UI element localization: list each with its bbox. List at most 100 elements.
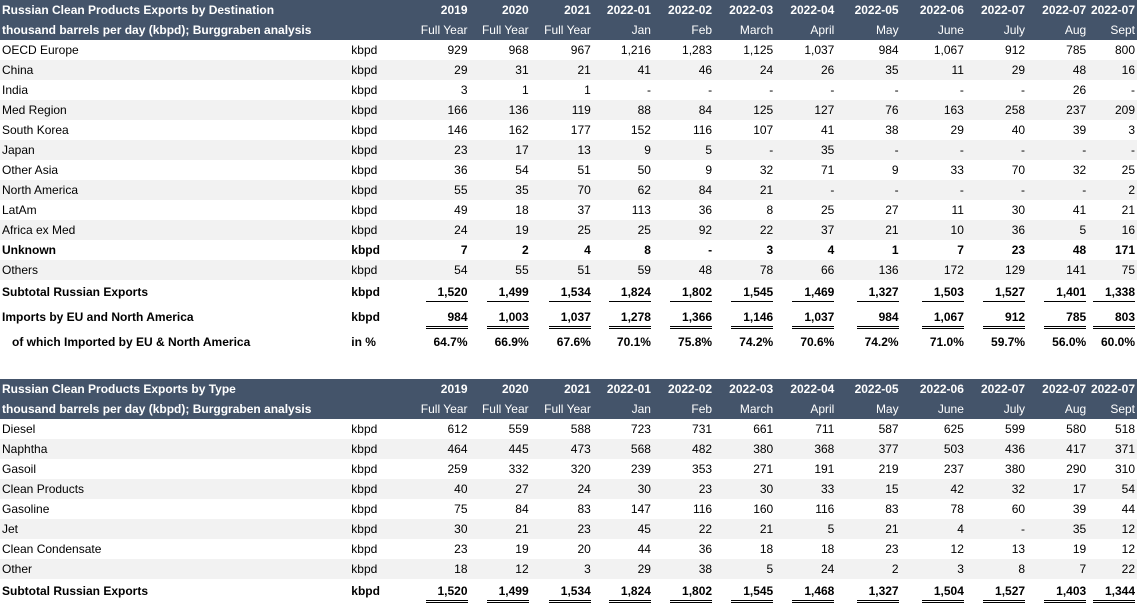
row-label: LatAm: [2, 203, 37, 217]
row-label: India: [2, 83, 29, 97]
row-value: 48: [1072, 243, 1087, 257]
imports-row-value: 1,067: [901, 305, 966, 330]
row-value: 19: [1072, 542, 1087, 556]
row-value: 119: [530, 100, 593, 120]
row-label: Clean Products: [0, 479, 350, 499]
row-value: -: [1131, 83, 1135, 97]
row-value: 9: [705, 163, 713, 177]
row-value: 4: [900, 519, 966, 539]
row-value: 88: [592, 100, 653, 120]
subtotal-row-value-text: 1,520: [425, 283, 468, 302]
header-blank: [349, 20, 408, 40]
imports-row-value-text: 912: [983, 308, 1026, 329]
row-value: 482: [652, 439, 715, 459]
row-value: -: [775, 180, 837, 200]
subtotal-row-value: 1,327: [836, 579, 900, 604]
subtotal-row-value: 1,499: [470, 280, 531, 305]
row-value: 25: [592, 220, 653, 240]
subtotal-row-value-text: 1,534: [548, 283, 591, 302]
subtotal-row-value: 1,802: [653, 579, 714, 604]
imports-row-value-text: 1,067: [921, 308, 964, 329]
row-value: 44: [637, 542, 651, 556]
percent-row-value: 60.0%: [1100, 335, 1135, 349]
percent-row-value: 74.2%: [739, 335, 774, 349]
row-value: 75: [454, 502, 468, 516]
row-value: -: [836, 140, 901, 160]
subtotal-row-unit: kbpd: [351, 285, 380, 299]
imports-row-value: 1,146: [714, 305, 775, 330]
column-header-period: 2022-02: [652, 0, 715, 20]
row-value: -: [769, 83, 774, 97]
percent-row-value: 66.9%: [494, 335, 529, 349]
row-label: Other: [0, 559, 350, 579]
column-header-period: 2020: [469, 379, 531, 399]
row-value: 136: [469, 100, 531, 120]
row-value: 36: [454, 163, 468, 177]
row-value: 166: [407, 100, 470, 120]
imports-row: Imports by EU and North America kbpd 984 1,…: [0, 305, 1137, 330]
subtotal-row-value-text: 1,403: [1044, 582, 1087, 603]
subtotal-row-value: 1,503: [901, 280, 966, 305]
table-row: Clean Condensate kbpd 23 19 20 44 36 18 18 23 12 13…: [0, 539, 1137, 559]
column-header-subperiod: Full Year: [530, 399, 593, 419]
column-header-period: 2022-06: [900, 379, 966, 399]
column-header-subperiod: Full Year: [469, 20, 531, 40]
imports-row-value: 984: [836, 305, 900, 330]
row-value: 237: [943, 462, 964, 476]
subtotal-row-value-text: 1,469: [792, 283, 835, 302]
row-value: 55: [469, 260, 531, 280]
row-value: 16: [1088, 60, 1137, 80]
row-value: 1: [521, 83, 529, 97]
row-value: 45: [592, 519, 653, 539]
row-value: 107: [753, 123, 774, 137]
row-value: 84: [515, 502, 529, 516]
row-value: 984: [878, 43, 899, 57]
row-value: 48: [652, 260, 715, 280]
subtotal-row-label: Subtotal Russian Exports: [2, 584, 149, 598]
imports-row-value-text: 1,146: [731, 308, 774, 329]
row-value: 968: [508, 43, 529, 57]
row-label: Japan: [0, 140, 350, 160]
subtotal-row-value: 1,824: [593, 579, 653, 604]
subtotal-row-value: 1,527: [966, 579, 1027, 604]
row-value: -: [1088, 140, 1137, 160]
column-header-period: 2022-06: [900, 0, 966, 20]
row-value: 116: [692, 123, 713, 137]
row-label: South Korea: [2, 123, 69, 137]
column-header-subperiod: July: [965, 399, 1028, 419]
imports-row-value: 1,037: [531, 305, 593, 330]
percent-row-value: 75.8%: [678, 335, 713, 349]
row-value: 70: [530, 180, 593, 200]
row-value: 377: [836, 439, 901, 459]
column-header-period: 2021: [530, 0, 593, 20]
subtotal-row-value-text: 1,545: [731, 582, 774, 603]
row-value: 1,067: [933, 43, 964, 57]
row-value: 32: [1072, 163, 1087, 177]
row-unit: kbpd: [351, 203, 378, 217]
imports-row-label: Imports by EU and North America: [2, 310, 194, 324]
percent-row-label: of which Imported by EU & North America: [12, 335, 251, 349]
row-value: 42: [900, 479, 966, 499]
row-value: 2: [1088, 180, 1137, 200]
table-row: Clean Products kbpd 40 27 24 30 23 30 33 15 42 32 17…: [0, 479, 1137, 499]
table-row: Diesel kbpd 612 559 588 723 731 661 711 587 625 599…: [0, 419, 1137, 439]
column-header-period: 2022-04: [775, 0, 837, 20]
table-row: LatAm kbpd 49 18 37 113 36 8 25 27 11 30 41 21: [0, 200, 1137, 220]
table-subtitle: thousand barrels per day (kbpd); Burggra…: [0, 399, 350, 419]
percent-row-value: 59.7%: [991, 335, 1026, 349]
row-value: 66: [775, 260, 837, 280]
row-value: 23: [885, 542, 899, 556]
subtotal-row-value-text: 1,824: [608, 582, 651, 603]
row-value: 7: [460, 243, 468, 257]
table-row: Other kbpd 18 12 3 29 38 5 24 2 3 8 7 22: [0, 559, 1137, 579]
row-value: -: [959, 83, 964, 97]
header-row-years: Russian Clean Products Exports by Type 20…: [0, 379, 1137, 399]
row-value: 11: [900, 60, 966, 80]
row-value: 258: [965, 100, 1028, 120]
table-row: Africa ex Med kbpd 24 19 25 25 92 22 37 21 10 36 5 16: [0, 220, 1137, 240]
column-header-period: 2019: [407, 379, 470, 399]
row-value: 54: [1088, 479, 1137, 499]
row-value: 4: [827, 243, 835, 257]
subtotal-row-value-text: 1,545: [731, 283, 774, 302]
subtotal-row-value: 1,338: [1088, 280, 1137, 305]
